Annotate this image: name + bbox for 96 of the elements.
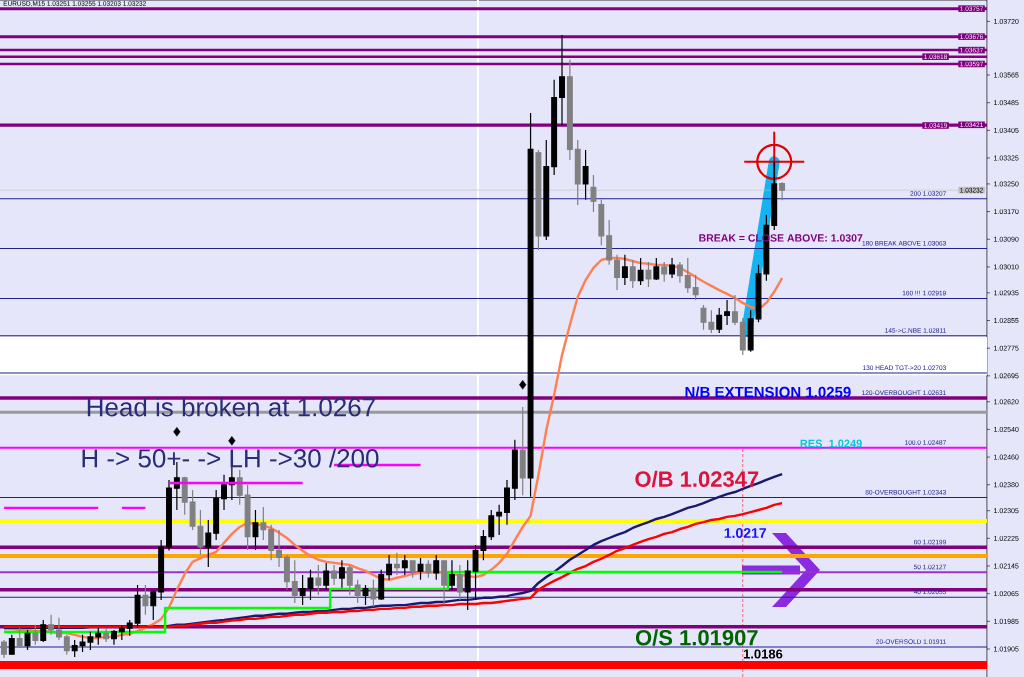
candlestick: [551, 79, 558, 176]
candlestick: [606, 219, 613, 266]
candlestick: [645, 261, 652, 288]
candlestick: [71, 639, 78, 658]
candlestick: [464, 559, 471, 611]
point: [228, 436, 236, 446]
candlestick: [519, 406, 526, 496]
point: [173, 427, 181, 437]
candlestick: [166, 479, 172, 552]
candlestick: [338, 559, 345, 589]
candlestick: [684, 257, 691, 294]
candlestick: [496, 504, 503, 536]
candlestick: [142, 584, 149, 616]
candlestick: [95, 627, 102, 646]
candlestick: [181, 476, 188, 516]
candlestick: [590, 174, 597, 213]
candlestick: [417, 557, 424, 581]
candlestick: [252, 509, 259, 551]
candlestick: [134, 584, 141, 629]
candlestick: [401, 554, 408, 576]
candlestick: [433, 554, 440, 581]
candlestick: [40, 619, 47, 643]
candlestick: [716, 307, 723, 334]
candlestick: [637, 257, 644, 286]
candlestick: [456, 564, 463, 601]
candlestick: [221, 474, 227, 511]
candlestick: [425, 559, 432, 579]
candlestick: [0, 639, 7, 659]
candlestick: [621, 254, 628, 286]
candlestick: [779, 181, 786, 201]
candlestick: [158, 539, 165, 601]
candlestick: [244, 484, 251, 551]
candlestick: [8, 634, 15, 656]
candlestick: [268, 524, 275, 561]
annotation: O/B 1.02347: [635, 470, 759, 488]
candlestick: [543, 139, 550, 241]
candlestick: [409, 559, 416, 579]
candlestick: [441, 559, 448, 606]
candlestick: [653, 257, 660, 281]
point: [519, 380, 527, 390]
candlestick: [103, 627, 110, 643]
candlestick: [771, 161, 778, 231]
candlestick: [236, 469, 243, 506]
candlestick: [32, 624, 39, 646]
candlestick: [276, 529, 282, 568]
candlestick: [669, 257, 676, 279]
candlestick: [386, 554, 393, 581]
annotation: 1.0186: [743, 649, 783, 659]
candlestick: [213, 489, 220, 541]
candlestick: [346, 564, 353, 596]
annotation: O/S 1.01907: [635, 629, 758, 646]
candlestick: [731, 294, 738, 326]
candlestick: [676, 261, 683, 284]
candlestick: [118, 625, 125, 641]
candlestick: [16, 627, 23, 649]
candlestick: [739, 317, 746, 356]
candlestick: [378, 569, 385, 601]
candlestick: [598, 199, 605, 246]
candlestick: [559, 34, 565, 126]
annotation: H -> 50+- -> LH ->30 /200: [82, 448, 379, 468]
candlestick: [747, 309, 754, 353]
candlestick: [692, 274, 699, 301]
candlestick: [661, 261, 668, 283]
candlestick: [393, 552, 400, 576]
candlestick: [582, 149, 589, 201]
candlestick: [291, 559, 298, 604]
candlestick: [629, 259, 636, 289]
annotation: 1.0217: [724, 528, 766, 538]
candlestick: [362, 584, 369, 606]
candlestick: [260, 506, 267, 541]
candlestick: [449, 559, 455, 591]
annotation: Head is broken at 1.0267: [87, 397, 375, 417]
candlestick: [370, 579, 377, 608]
candlestick: [126, 619, 133, 637]
candlestick: [48, 614, 55, 636]
candlestick: [724, 299, 731, 326]
candlestick: [63, 634, 70, 656]
candlestick: [511, 439, 518, 501]
candlestick: [354, 579, 361, 604]
candlestick: [504, 479, 510, 526]
candlestick: [111, 629, 117, 646]
candlestick: [614, 254, 620, 291]
candlestick: [574, 139, 581, 206]
candlestick: [56, 617, 62, 641]
annotation: N/B EXTENSION 1.0259: [685, 386, 851, 398]
candlestick: [323, 562, 330, 591]
candlestick: [24, 629, 31, 651]
candlestick: [150, 589, 157, 621]
candlestick: [535, 149, 542, 251]
text: RES_1.0249: [800, 439, 862, 449]
candlestick: [331, 564, 338, 586]
candlestick: [205, 519, 212, 568]
candlestick: [566, 59, 573, 161]
candlestick: [283, 554, 290, 591]
candlestick: [488, 509, 495, 541]
candlestick: [315, 564, 322, 596]
